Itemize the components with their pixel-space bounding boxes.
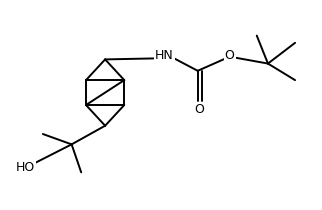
Text: HN: HN — [155, 49, 174, 62]
Text: O: O — [194, 103, 204, 116]
Text: O: O — [225, 49, 234, 62]
Text: HO: HO — [16, 161, 35, 174]
